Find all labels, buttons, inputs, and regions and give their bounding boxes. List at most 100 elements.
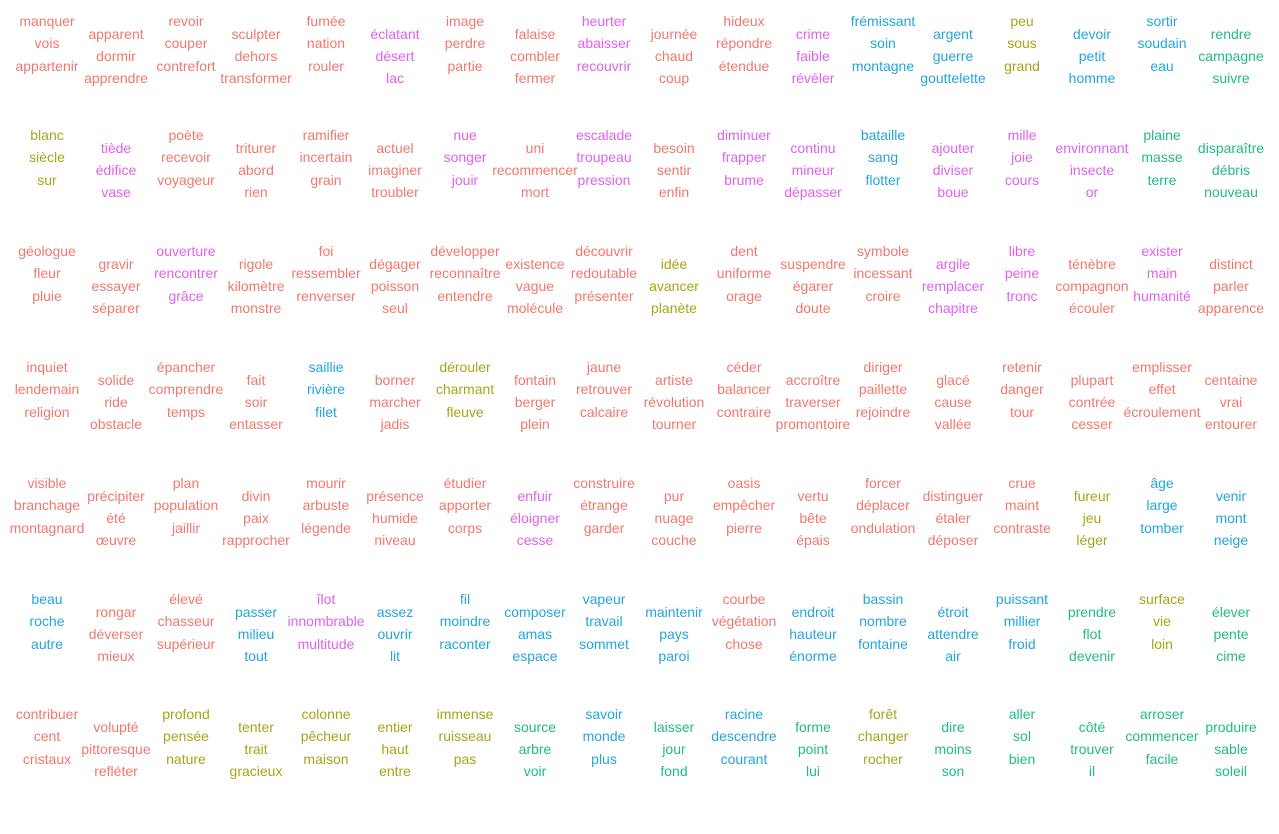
word: débris [1211,161,1251,178]
word-group: plan population jaillir [126,472,246,539]
word: élevé [169,591,203,607]
word-group: emplisser effet écroulement [1102,356,1222,423]
word: couche [651,532,697,549]
word-group: suspendre égarer doute [753,253,873,320]
word: cent [33,728,61,745]
word-group: prendre flot devenir [1032,601,1152,668]
word-group: maintenir pays paroi [614,601,734,668]
word: exister [1141,243,1183,259]
word-group: forêt changer rocher [823,703,943,770]
word-group: ajouter diviser boue [893,137,1013,204]
word: enfuir [517,487,553,504]
word: pittoresque [81,740,151,757]
word: paix [243,509,269,526]
word-group: vapeur travail sommet [544,588,664,655]
word: image [445,13,485,29]
word: ride [104,393,128,410]
word: fumée [306,13,346,29]
word: loin [1151,635,1173,652]
word: contrefort [156,57,216,74]
word: pensée [163,728,209,745]
word: soin [870,35,896,52]
word: bien [1008,750,1036,767]
word-group: peu sous grand [962,10,1082,77]
word: rejoindre [855,403,911,420]
word: légende [301,519,351,536]
word: pêcheur [300,728,352,745]
word: montagne [851,57,915,74]
word: escalade [575,127,633,143]
word-group: ramifier incertain grain [266,124,386,191]
word: danger [1000,381,1044,398]
word: vase [101,184,131,201]
word: garder [583,519,625,536]
word: glacé [936,371,970,388]
word: vague [515,277,555,294]
word-group: environnant insecte or [1032,137,1152,204]
word-group: développer reconnaître entendre [405,240,525,307]
word-group: fumée nation rouler [266,10,386,77]
word-group: jaune retrouver calcaire [544,356,664,423]
word: mille [1007,127,1037,143]
word: déverser [88,625,144,642]
word-group: courbe végétation chose [684,588,804,655]
word: apparent [88,25,144,42]
word: saillie [308,359,344,375]
word-group: rigole kilomètre monstre [196,253,316,320]
word: hauteur [789,625,837,642]
word: ondulation [850,519,916,536]
word: triturer [235,139,277,156]
word: étendue [718,57,770,74]
word: guerre [932,47,974,64]
word-group: solide ride obstacle [56,369,176,436]
word-group: découvrir redoutable présenter [544,240,664,307]
word: heurter [581,13,627,29]
word-group: journée chaud coup [614,23,734,90]
word: cesse [516,532,554,549]
word: falaise [514,25,556,42]
word-group: continu mineur dépasser [753,137,873,204]
word: attendre [927,625,979,642]
word-group: îlot innombrable multitude [266,588,386,655]
word: temps [166,403,206,420]
word: pas [453,750,477,767]
word: terre [1147,171,1177,188]
word: maintenir [645,603,703,620]
word-group: diriger paillette rejoindre [823,356,943,423]
word-group: libre peine tronc [962,240,1082,307]
word: incertain [299,149,353,166]
word: volupté [93,718,139,735]
word: faible [796,47,830,64]
word: trait [244,740,268,757]
word: kilomètre [227,277,285,294]
word: effet [1148,381,1176,398]
word: immense [436,706,494,722]
word-group: aller sol bien [962,703,1082,770]
word: vertu [797,487,829,504]
word: compagnon [1055,277,1129,294]
word: charmant [435,381,495,398]
word: pur [663,487,685,504]
word: racine [724,706,764,722]
word-group: épancher comprendre temps [126,356,246,423]
word: mieux [97,648,135,665]
word-group: volupté pittoresque refléter [56,716,176,783]
word: frémissant [850,13,916,29]
word: éloigner [510,509,560,526]
word: nuage [654,509,694,526]
word: gravir [98,255,134,272]
word: fontain [513,371,557,388]
word: siècle [29,149,65,166]
word: élever [1211,603,1251,620]
word: retrouver [575,381,633,398]
word-group: rongar déverser mieux [56,601,176,668]
word: lit [389,648,401,665]
word-group: élevé chasseur supérieur [126,588,246,655]
word: devenir [1069,648,1115,665]
word: développer [430,243,500,259]
word: rouler [308,57,344,74]
word: bête [799,509,827,526]
word-group: saillie rivière filet [266,356,386,423]
word: tomber [1140,519,1184,536]
word: nue [453,127,477,143]
